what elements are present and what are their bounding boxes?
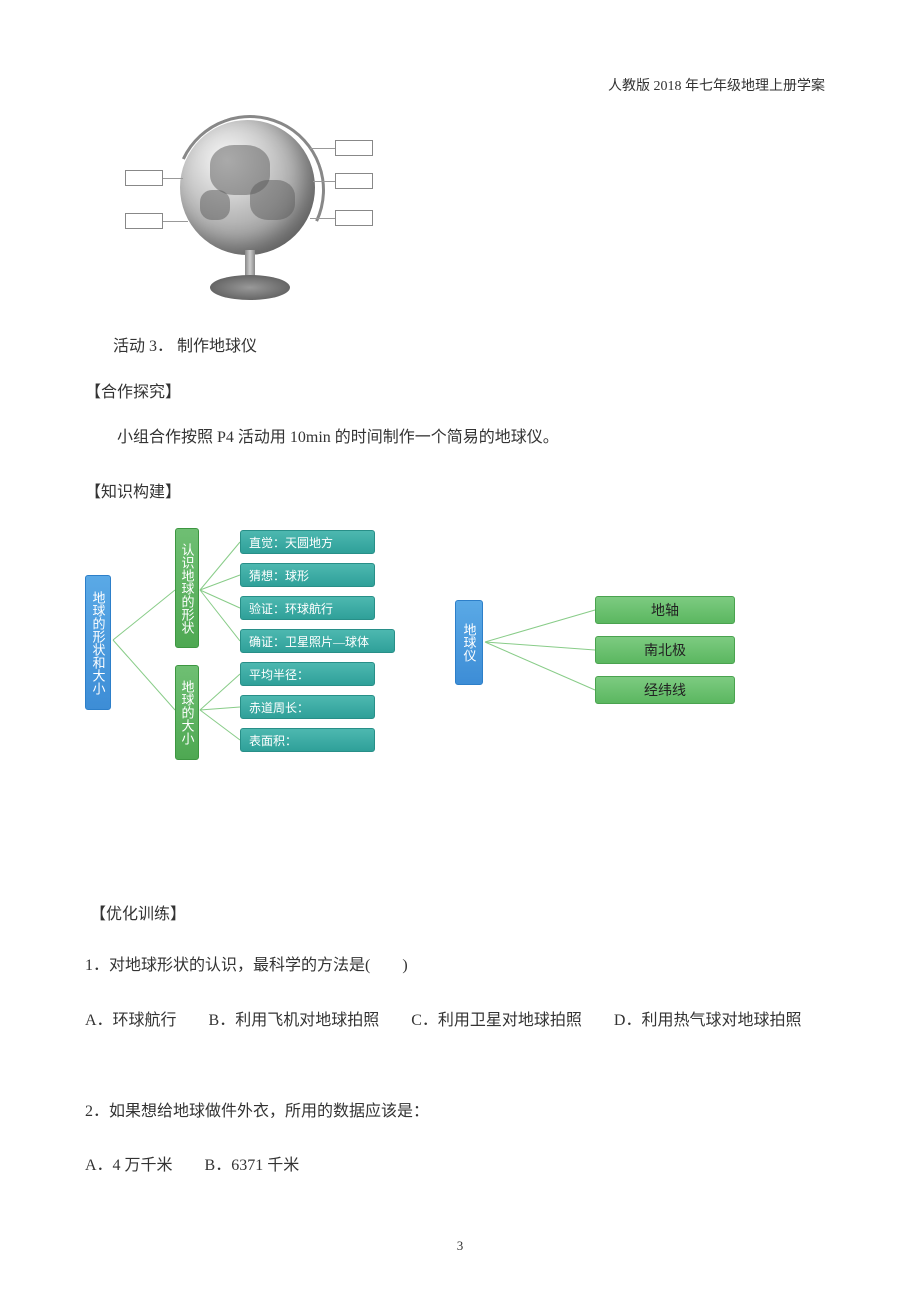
page-number: 3 [0, 1238, 920, 1254]
diagram2-leaf-node: 地轴 [595, 596, 735, 624]
diagram2-leaf-node: 南北极 [595, 636, 735, 664]
question-1-options: A．环球航行 B．利用飞机对地球拍照 C．利用卫星对地球拍照 D．利用热气球对地… [85, 1000, 835, 1042]
section-cooperation-title: 【合作探究】 [85, 378, 181, 402]
globe-label-line [310, 148, 335, 149]
diagram-leaf-node: 确证：卫星照片—球体 [240, 629, 395, 653]
diagram-leaf-node: 表面积： [240, 728, 375, 752]
globe-label-line [163, 221, 188, 222]
globe-stand [210, 275, 290, 300]
diagram-leaf-node: 验证：环球航行 [240, 596, 375, 620]
question-2: 2．如果想给地球做件外衣，所用的数据应该是： [85, 1096, 835, 1128]
globe-figure [125, 115, 385, 310]
globe-label-box [125, 170, 163, 186]
diagram-branch-node: 地球的大小 [175, 665, 199, 760]
page-header: 人教版 2018 年七年级地理上册学案 [608, 75, 825, 95]
diagram-leaf-node: 猜想：球形 [240, 563, 375, 587]
globe-sphere [180, 120, 315, 255]
diagram-root-node: 地球的形状和大小 [85, 575, 111, 710]
globe-label-box [335, 140, 373, 156]
globe-label-box [335, 210, 373, 226]
knowledge-diagram: 地球的形状和大小 认识地球的形状 地球的大小 直觉：天圆地方 猜想：球形 验证：… [85, 520, 825, 780]
diagram-branch-node: 认识地球的形状 [175, 528, 199, 648]
cooperation-body: 小组合作按照 P4 活动用 10min 的时间制作一个简易的地球仪。 [117, 424, 559, 453]
globe-label-line [163, 178, 183, 179]
section-knowledge-title: 【知识构建】 [85, 478, 181, 502]
globe-label-line [313, 181, 335, 182]
diagram-leaf-node: 直觉：天圆地方 [240, 530, 375, 554]
question-1: 1．对地球形状的认识，最科学的方法是( ) [85, 950, 835, 982]
diagram2-root-node: 地球仪 [455, 600, 483, 685]
question-2-options: A．4 万千米 B．6371 千米 [85, 1150, 835, 1182]
globe-label-box [125, 213, 163, 229]
diagram-leaf-node: 赤道周长： [240, 695, 375, 719]
globe-label-box [335, 173, 373, 189]
diagram2-leaf-node: 经纬线 [595, 676, 735, 704]
globe-label-line [310, 218, 335, 219]
diagram-leaf-node: 平均半径： [240, 662, 375, 686]
section-training-title: 【优化训练】 [90, 900, 186, 924]
activity-title: 活动 3． 制作地球仪 [113, 332, 257, 356]
